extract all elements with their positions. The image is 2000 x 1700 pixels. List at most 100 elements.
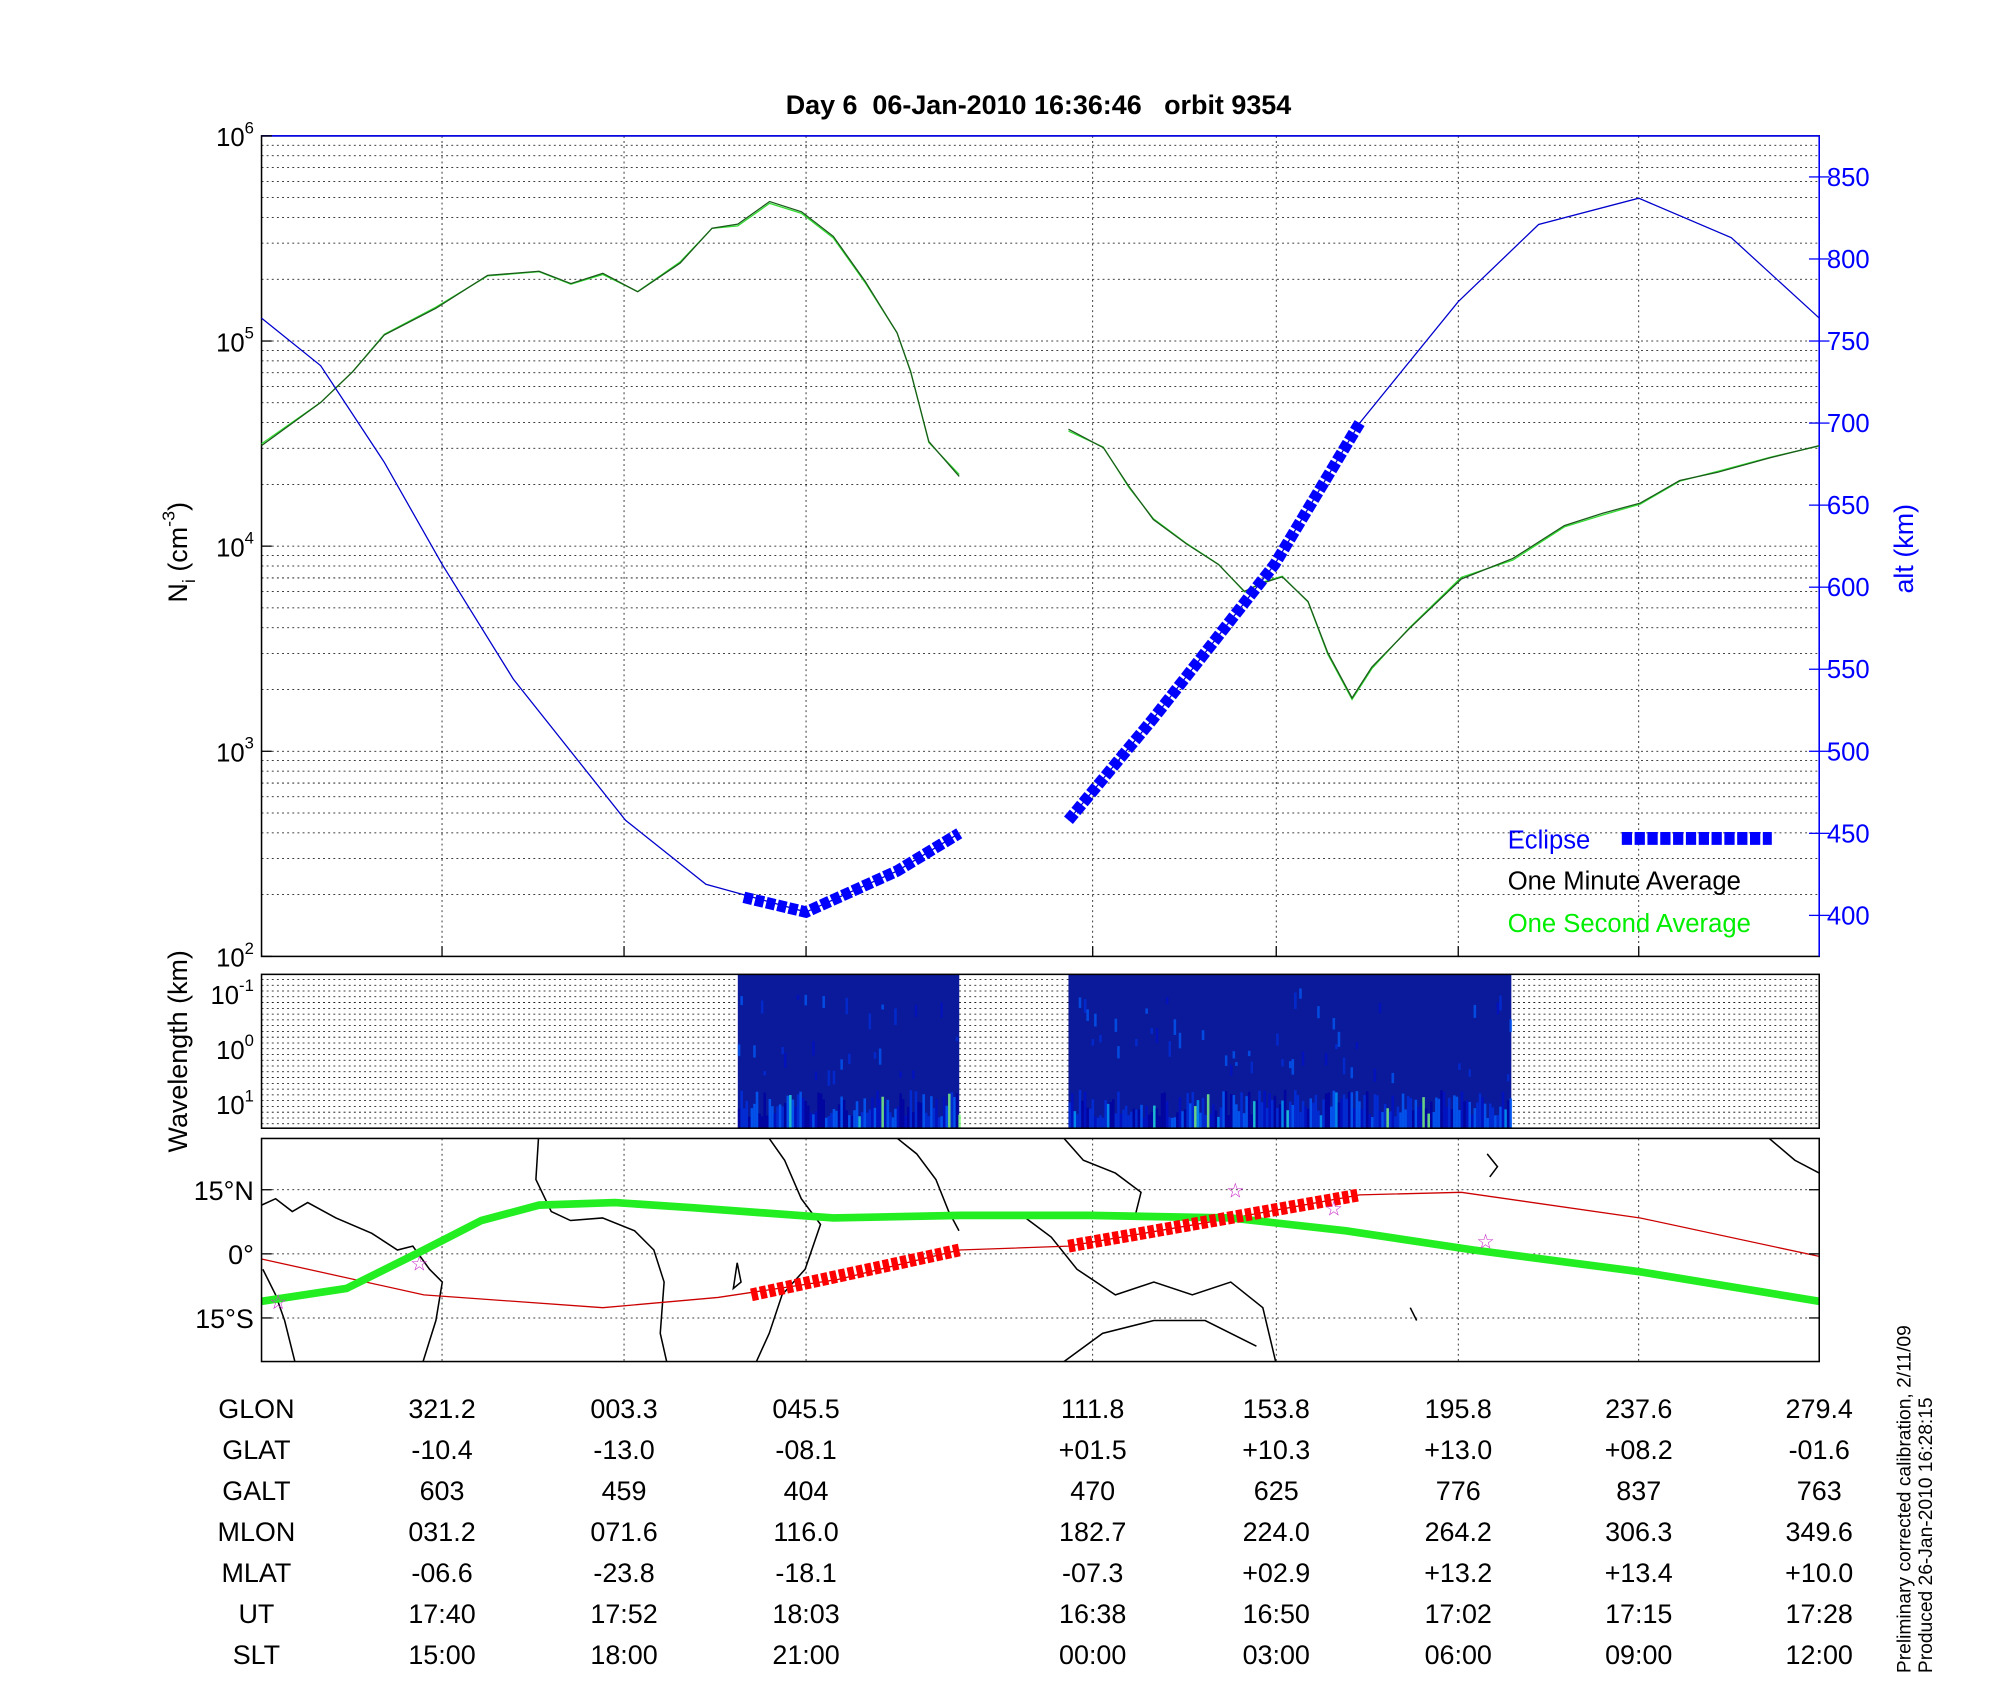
- spectrogram-cell: [763, 1093, 766, 1129]
- spectrogram-cell: [843, 1100, 846, 1128]
- spectrogram-cell: [830, 1113, 833, 1128]
- spectrogram-cell: [1386, 1108, 1389, 1128]
- spectrogram-cell: [1086, 1009, 1089, 1021]
- row-label: SLT: [233, 1640, 280, 1670]
- spectrogram-cell: [751, 1108, 754, 1128]
- table-row: GLON 321.2 003.3 045.5 111.8 153.8 195.8 237.6 2…: [218, 1394, 1853, 1424]
- spectrogram-cell: [851, 1116, 854, 1129]
- spectrogram-cell: [758, 1114, 761, 1129]
- spectrogram-cell: [899, 1071, 902, 1077]
- spectrogram-cell: [1458, 1110, 1461, 1128]
- spectrogram-cell: [1302, 1101, 1305, 1128]
- spectrogram-cell: [1176, 1112, 1179, 1128]
- y2-tick-label: 800: [1827, 246, 1870, 274]
- star-icon: ☆: [1226, 1179, 1244, 1202]
- spectrogram-cell: [761, 1116, 764, 1128]
- spectrogram-cell: [1302, 1052, 1305, 1066]
- spectrogram-cell: [1325, 1093, 1328, 1128]
- spectrogram-cell: [1092, 1099, 1095, 1128]
- spectrogram-cell: [1294, 1090, 1297, 1128]
- table-cell: 153.8: [1243, 1394, 1310, 1424]
- spectrogram-cell: [799, 1092, 802, 1129]
- spectrogram-cell: [1197, 1100, 1200, 1128]
- spectrogram-cell: [817, 1093, 820, 1129]
- spectrogram-cell: [951, 1092, 954, 1128]
- spectrogram-cell: [1248, 1051, 1251, 1056]
- spectrogram-cell: [1115, 1019, 1118, 1032]
- spectrogram-cell: [1207, 1094, 1210, 1128]
- spectrogram-cell: [879, 1048, 882, 1064]
- spectrogram-cell: [1448, 1098, 1451, 1128]
- table-cell: 763: [1797, 1476, 1842, 1506]
- spectrogram-cell: [1466, 1100, 1469, 1128]
- coastlines: [262, 1138, 1820, 1361]
- spectrogram-cell: [1320, 1115, 1323, 1128]
- spectrogram-cell: [781, 1047, 784, 1054]
- spectrogram-cell: [1438, 1099, 1441, 1128]
- spectrogram-cell: [797, 995, 800, 1000]
- table-cell: 031.2: [408, 1517, 475, 1547]
- spectrogram-cell: [1330, 1107, 1333, 1129]
- spectrogram-cell: [802, 1098, 805, 1128]
- spectrogram-cell: [740, 1091, 743, 1128]
- spectrogram-cell: [1507, 1100, 1510, 1128]
- spectrogram-cell: [1199, 1113, 1202, 1128]
- spectrogram-cell: [1368, 1114, 1371, 1128]
- spectrogram-cell: [1335, 1044, 1338, 1049]
- wavelength-spectrogram: 10-1100101 Wavelength (km): [163, 950, 1819, 1152]
- spectrogram-cell: [1317, 1111, 1320, 1129]
- table-cell: -06.6: [411, 1558, 472, 1588]
- table-cell: -07.3: [1062, 1558, 1123, 1588]
- spectrogram-cell: [1094, 1014, 1097, 1027]
- spectrogram-cell: [899, 1093, 902, 1128]
- table-cell: 06:00: [1425, 1640, 1492, 1670]
- spectrogram-cell: [1102, 1118, 1105, 1128]
- spectrogram-cell: [740, 996, 743, 1005]
- table-cell: -08.1: [775, 1435, 836, 1465]
- spectrogram-cell: [1499, 995, 1502, 1010]
- one-second-average-line: [1068, 431, 1819, 699]
- spectrogram-cell: [1433, 1112, 1436, 1128]
- table-cell: 09:00: [1605, 1640, 1672, 1670]
- star-icon: ☆: [1325, 1197, 1343, 1220]
- spectrogram-cell: [1189, 1103, 1192, 1128]
- spectrogram-cell: [930, 1096, 933, 1128]
- table-cell: 03:00: [1243, 1640, 1310, 1670]
- spectrogram-cell: [1258, 1091, 1261, 1128]
- spectrogram-cell: [1468, 1102, 1471, 1128]
- spectrogram-cell: [1286, 1110, 1289, 1128]
- spectrogram-cell: [1338, 1102, 1341, 1128]
- spectrogram-cell: [1445, 1107, 1448, 1128]
- spectrogram-cell: [1150, 1112, 1153, 1128]
- spectrogram-cell: [1202, 1030, 1205, 1040]
- y-axis-label: Ni (cm-3): [158, 502, 199, 603]
- spectrogram-cell: [1474, 1005, 1477, 1018]
- spectrogram-cell: [897, 1107, 900, 1129]
- spectrogram-cell: [1130, 1112, 1133, 1128]
- spectrogram-cell: [876, 1091, 879, 1128]
- spectrogram-cell: [881, 1097, 884, 1128]
- spectrogram-cell: [1376, 1095, 1379, 1128]
- spectrogram-cell: [812, 1114, 815, 1128]
- spectrogram-cell: [1143, 1118, 1146, 1128]
- spectrogram-cell: [1322, 1099, 1325, 1128]
- table-cell: +13.4: [1605, 1558, 1673, 1588]
- table-cell: 16:50: [1243, 1599, 1310, 1629]
- spectrogram-cell: [1261, 1102, 1264, 1128]
- table-cell: 237.6: [1605, 1394, 1672, 1424]
- spectrogram-cell: [1281, 1101, 1284, 1129]
- spectrogram-cell: [1299, 988, 1302, 998]
- eclipse-track: [751, 1250, 959, 1295]
- spectrogram-cell: [1297, 1095, 1300, 1128]
- spectrogram-cell: [766, 1115, 769, 1128]
- spectrogram-cell: [1404, 1109, 1407, 1128]
- ground-track-map: ☆☆☆☆☆ 15°N0°15°S: [194, 1138, 1820, 1361]
- spectrogram-cell: [771, 1106, 774, 1128]
- table-cell: +13.0: [1424, 1435, 1492, 1465]
- spectrogram-cell: [904, 1116, 907, 1129]
- spectrogram-cell: [1250, 1062, 1253, 1074]
- spectrogram-cell: [1156, 1109, 1159, 1129]
- spectrogram-cell: [887, 1100, 890, 1128]
- spectrogram-cell: [784, 1053, 787, 1068]
- spectrogram-cell: [797, 1094, 800, 1128]
